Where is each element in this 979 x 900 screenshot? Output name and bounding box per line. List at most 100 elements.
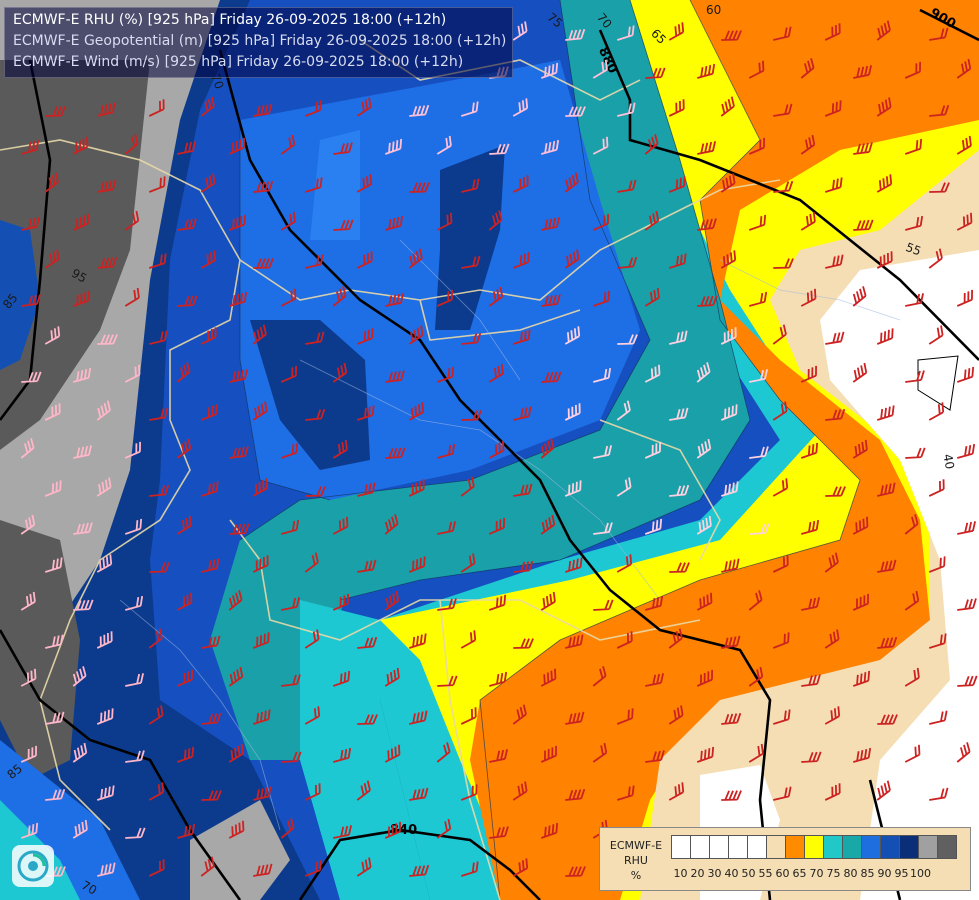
legend: ECMWF-E RHU % 10 20 30 40 50 55 60 65 70 75 80 85 90… xyxy=(599,827,971,891)
wind-barb xyxy=(356,328,374,345)
wind-barb xyxy=(696,592,713,611)
title-box: ECMWF-E RHU (%) [925 hPa] Friday 26-09-2… xyxy=(4,7,514,78)
wind-barb xyxy=(461,332,482,345)
legend-tick: 90 xyxy=(877,867,892,880)
wind-barb xyxy=(73,522,93,535)
wind-barb xyxy=(929,710,948,725)
wind-barb xyxy=(565,711,585,725)
rhu-label-40: 40 xyxy=(940,453,956,470)
wind-barb xyxy=(772,555,789,573)
wind-barb xyxy=(148,176,166,193)
wind-barb xyxy=(460,707,477,725)
wind-barb xyxy=(229,291,248,307)
wind-barb xyxy=(668,782,685,801)
wind-barbs xyxy=(20,20,978,877)
rhu-field-85-pocket-b xyxy=(250,320,370,470)
wind-barb xyxy=(929,27,949,41)
wind-barb xyxy=(488,363,504,383)
legend-tick: 50 xyxy=(741,867,756,880)
wind-barb xyxy=(956,366,975,383)
wind-barb xyxy=(20,745,37,763)
wind-barb xyxy=(853,65,872,79)
wind-barb xyxy=(876,20,891,41)
wind-barb xyxy=(824,23,841,41)
wind-barb xyxy=(280,134,296,155)
wind-barb xyxy=(489,749,508,763)
wind-barb xyxy=(149,484,170,497)
legend-swatch xyxy=(842,835,862,859)
rhu-label-55: 55 xyxy=(904,240,923,258)
wind-barb xyxy=(460,553,476,573)
wind-barb xyxy=(720,404,738,421)
rhu-field-85-west xyxy=(0,220,40,370)
wind-barb xyxy=(384,590,400,611)
wind-barb xyxy=(852,439,868,459)
wind-barb xyxy=(304,706,321,725)
legend-title-variable: RHU xyxy=(624,854,648,867)
wind-barb xyxy=(773,258,794,269)
wind-barb xyxy=(228,743,244,763)
wind-barb xyxy=(697,218,717,231)
wind-barb xyxy=(97,179,117,193)
wind-barb xyxy=(904,744,921,763)
wind-barb xyxy=(252,401,268,421)
wind-barb xyxy=(72,136,89,155)
legend-tick: 100 xyxy=(910,867,931,880)
wind-barb xyxy=(228,820,245,839)
wind-barb xyxy=(252,632,270,649)
wind-barb xyxy=(149,330,168,345)
wind-barb xyxy=(772,709,791,725)
wind-barb xyxy=(437,521,456,535)
wind-barb xyxy=(97,334,118,345)
wind-barb xyxy=(44,326,61,345)
wind-barb xyxy=(541,139,560,155)
wind-barb xyxy=(668,628,683,649)
legend-swatch xyxy=(709,835,729,859)
wind-barb xyxy=(877,636,898,649)
legend-tick: 70 xyxy=(809,867,824,880)
wind-barb xyxy=(540,668,557,687)
legend-title: ECMWF-E RHU % xyxy=(604,838,668,883)
wind-barb xyxy=(772,478,789,497)
wind-barb xyxy=(44,249,60,269)
wind-barb xyxy=(72,213,89,231)
wind-barb xyxy=(73,445,92,459)
wind-barb xyxy=(697,63,716,79)
wind-barb xyxy=(408,325,424,345)
wind-barb xyxy=(800,58,815,79)
wind-barb xyxy=(696,362,711,383)
wind-barb xyxy=(721,712,742,725)
legend-tick: 60 xyxy=(775,867,790,880)
wind-barb xyxy=(20,822,39,839)
wind-barb xyxy=(436,212,453,231)
wind-barb xyxy=(616,25,635,41)
rhu-field-80-pocket xyxy=(310,130,360,240)
wind-barb xyxy=(124,134,139,155)
wind-barb xyxy=(801,751,822,763)
wind-barb xyxy=(488,286,504,307)
wind-barb xyxy=(565,634,584,649)
wind-barb xyxy=(513,638,534,649)
wind-barb xyxy=(696,746,715,763)
wind-barb xyxy=(148,859,165,877)
wind-barb xyxy=(876,405,895,421)
wind-barb xyxy=(929,182,950,193)
title-rhu: ECMWF-E RHU (%) [925 hPa] Friday 26-09-2… xyxy=(13,12,447,28)
wind-barb xyxy=(148,782,165,801)
legend-tick: 80 xyxy=(843,867,858,880)
wind-barb xyxy=(564,403,581,421)
wind-barb xyxy=(385,215,404,231)
wind-barb xyxy=(720,327,737,345)
wind-barb xyxy=(617,102,636,117)
wind-barb xyxy=(565,788,586,801)
wind-barb xyxy=(357,636,378,649)
wind-barb xyxy=(876,251,893,269)
legend-tick: 10 xyxy=(673,867,688,880)
wind-barb xyxy=(125,827,146,839)
wind-barb xyxy=(772,324,787,345)
legend-tick: 55 xyxy=(758,867,773,880)
wind-barb xyxy=(72,290,91,307)
legend-swatch xyxy=(918,835,938,859)
wind-barb xyxy=(512,858,529,877)
